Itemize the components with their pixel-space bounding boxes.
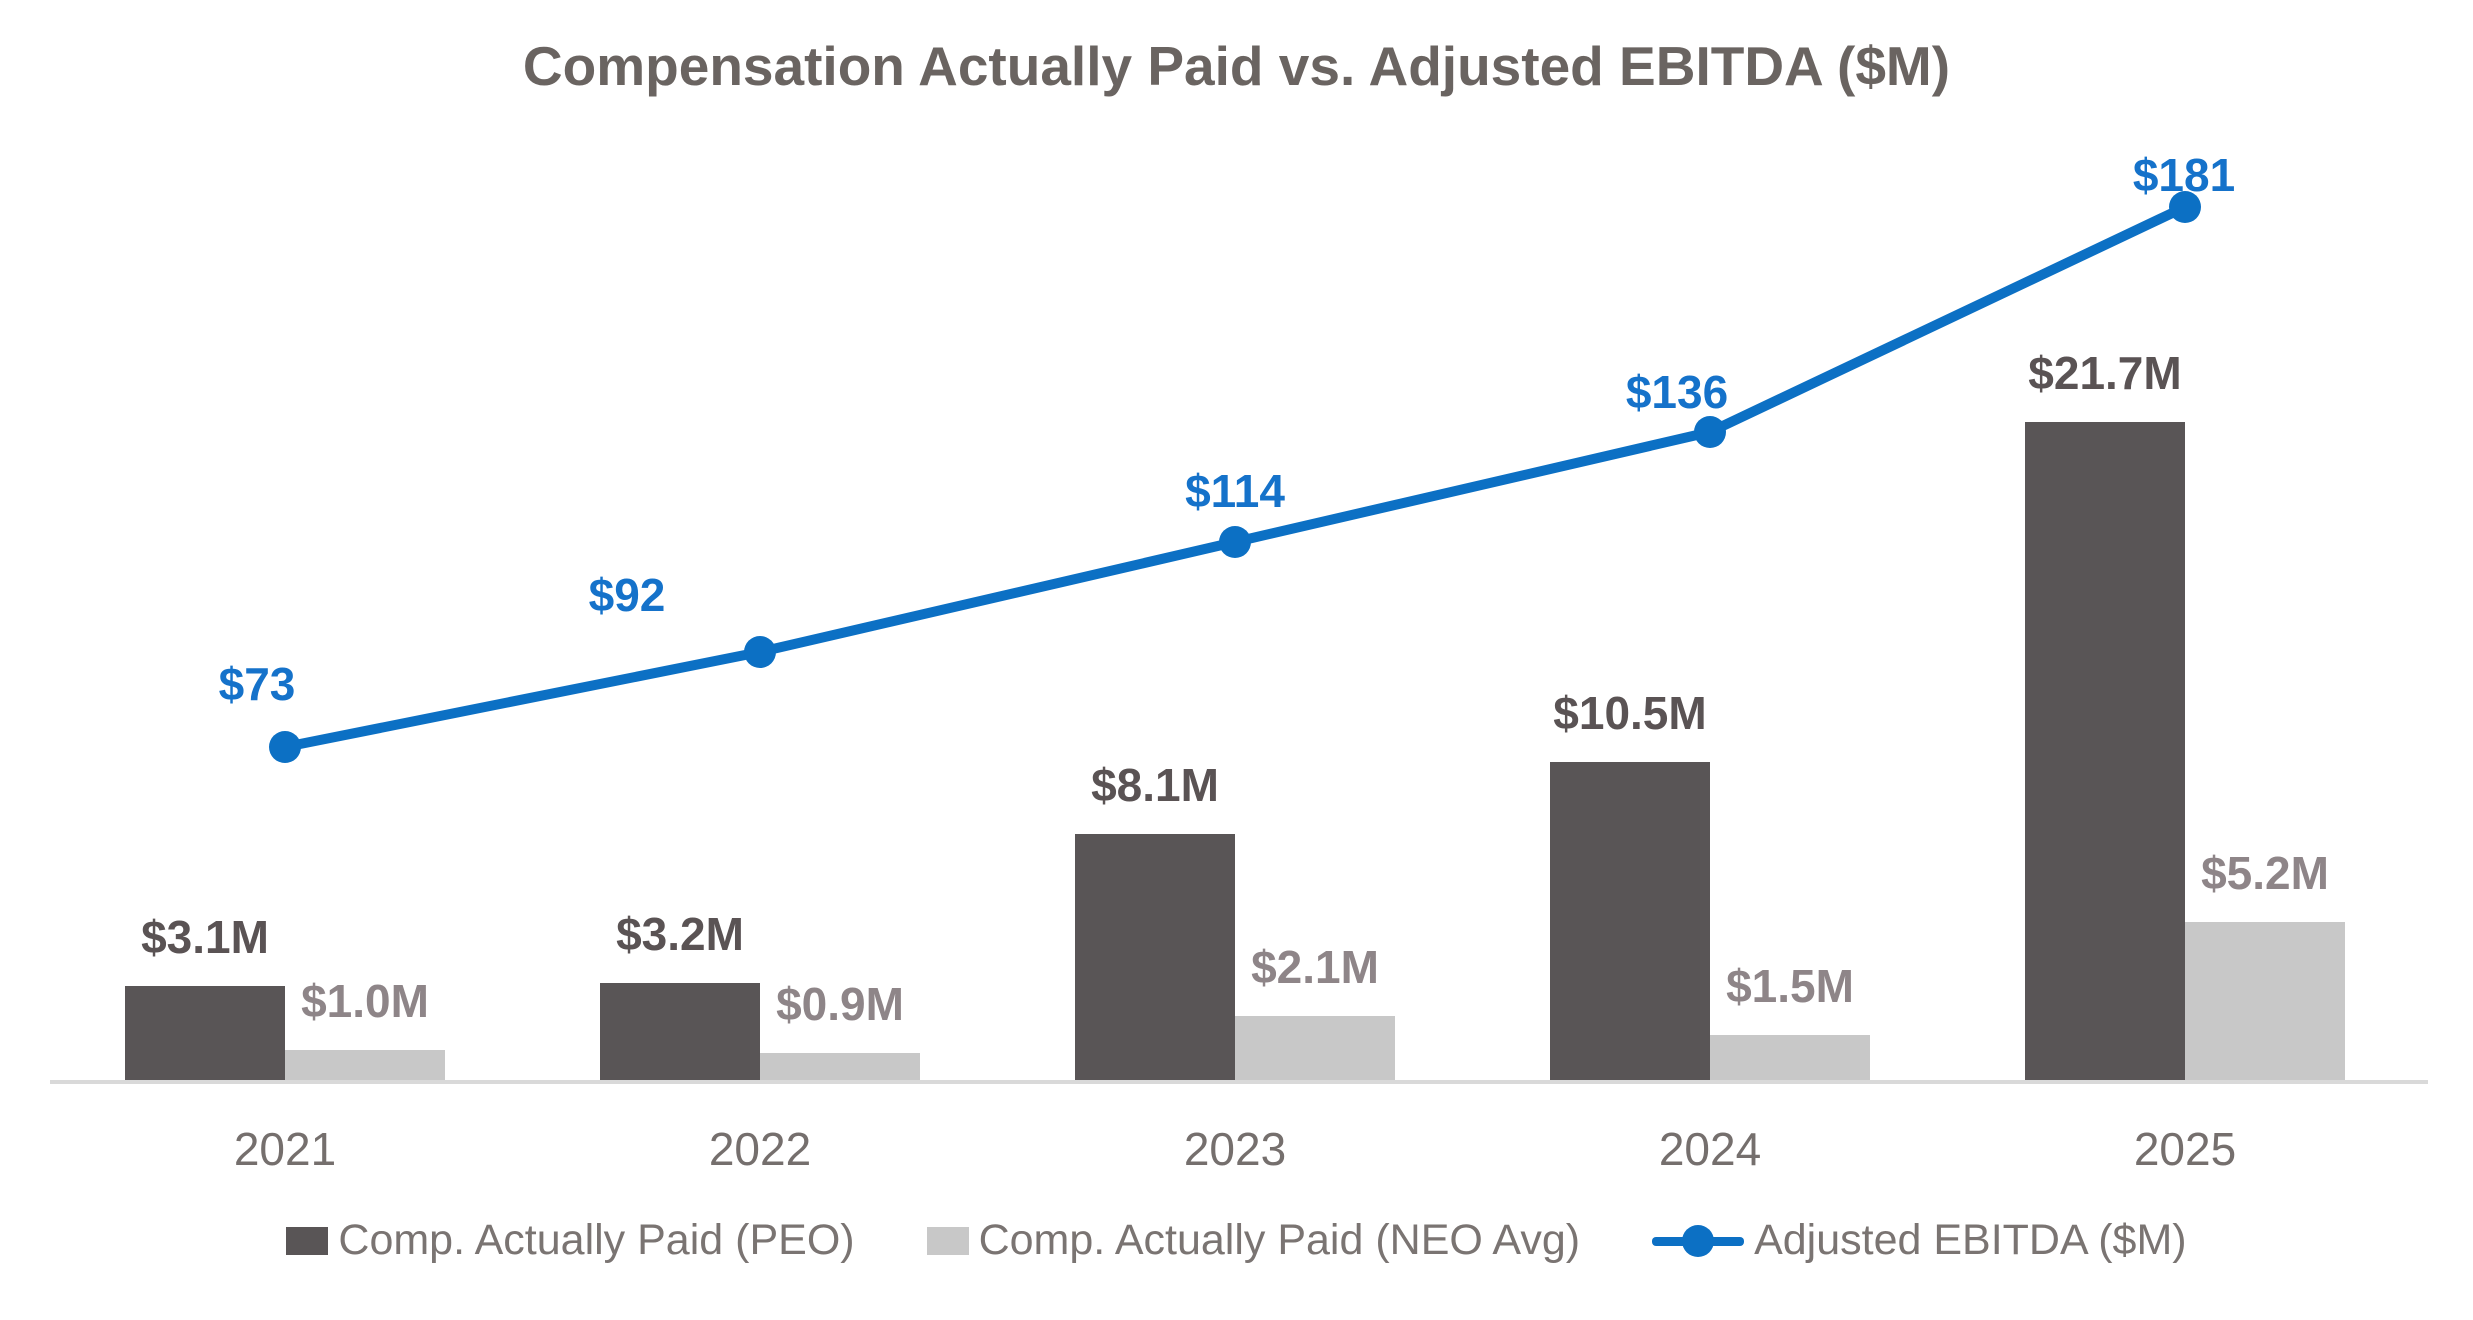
bar-peo xyxy=(1075,834,1235,1080)
bar-label-peo: $3.1M xyxy=(141,911,269,963)
bar-neo xyxy=(1710,1035,1870,1080)
bar-label-neo: $1.5M xyxy=(1726,960,1854,1012)
line-marker xyxy=(1694,416,1726,448)
bar-peo xyxy=(1550,762,1710,1080)
line-label: $181 xyxy=(2132,149,2236,201)
bar-neo xyxy=(2185,922,2345,1080)
legend-line-dot xyxy=(1682,1224,1715,1257)
x-axis-line xyxy=(50,1080,2428,1084)
line-marker xyxy=(744,636,776,668)
legend-label: Adjusted EBITDA ($M) xyxy=(1754,1216,2187,1264)
bar-label-neo: $5.2M xyxy=(2201,847,2329,899)
line-marker xyxy=(269,731,301,763)
bar-neo xyxy=(760,1053,920,1080)
line-label: $136 xyxy=(1625,366,1729,418)
legend: Comp. Actually Paid (PEO) Comp. Actually … xyxy=(0,1216,2473,1265)
bar-label-peo: $3.2M xyxy=(616,908,744,960)
bar-neo xyxy=(1235,1016,1395,1080)
bar-label-peo: $8.1M xyxy=(1091,759,1219,811)
bar-peo xyxy=(600,983,760,1080)
x-axis-label: 2022 xyxy=(708,1123,812,1175)
line-label: $92 xyxy=(588,569,666,621)
bar-label-neo: $2.1M xyxy=(1251,941,1379,993)
x-axis-label: 2025 xyxy=(2133,1123,2237,1175)
bar-label-neo: $1.0M xyxy=(301,975,429,1027)
bar-label-peo: $10.5M xyxy=(1553,687,1707,739)
legend-swatch-icon xyxy=(926,1226,969,1255)
bar-peo xyxy=(125,986,285,1080)
bar-label-peo: $21.7M xyxy=(2028,347,2182,399)
legend-item: Adjusted EBITDA ($M) xyxy=(1652,1216,2187,1265)
bar-label-neo: $0.9M xyxy=(776,978,904,1030)
bar-peo xyxy=(2025,422,2185,1080)
legend-item: Comp. Actually Paid (PEO) xyxy=(286,1216,855,1265)
x-axis-label: 2023 xyxy=(1183,1123,1287,1175)
bar-neo xyxy=(285,1050,445,1080)
x-axis-label: 2024 xyxy=(1658,1123,1762,1175)
legend-label: Comp. Actually Paid (PEO) xyxy=(338,1216,855,1264)
legend-item: Comp. Actually Paid (NEO Avg) xyxy=(926,1216,1581,1265)
line-label: $73 xyxy=(218,658,296,710)
legend-swatch-icon xyxy=(286,1226,329,1255)
x-axis-label: 2021 xyxy=(233,1123,337,1175)
line-marker xyxy=(1219,526,1251,558)
line-label: $114 xyxy=(1185,465,1285,517)
legend-line-marker-icon xyxy=(1652,1224,1745,1258)
legend-label: Comp. Actually Paid (NEO Avg) xyxy=(978,1216,1581,1264)
chart-title: Compensation Actually Paid vs. Adjusted … xyxy=(522,35,1951,97)
line-marker xyxy=(2169,191,2201,223)
